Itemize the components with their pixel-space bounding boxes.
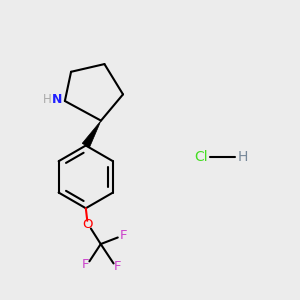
Text: H: H bbox=[237, 151, 248, 164]
Text: N: N bbox=[52, 93, 62, 106]
Text: H: H bbox=[43, 93, 51, 106]
Text: O: O bbox=[82, 218, 92, 231]
Polygon shape bbox=[82, 121, 101, 148]
Text: F: F bbox=[82, 258, 89, 271]
Text: F: F bbox=[119, 229, 127, 242]
Text: Cl: Cl bbox=[194, 151, 208, 164]
Text: F: F bbox=[113, 260, 121, 273]
